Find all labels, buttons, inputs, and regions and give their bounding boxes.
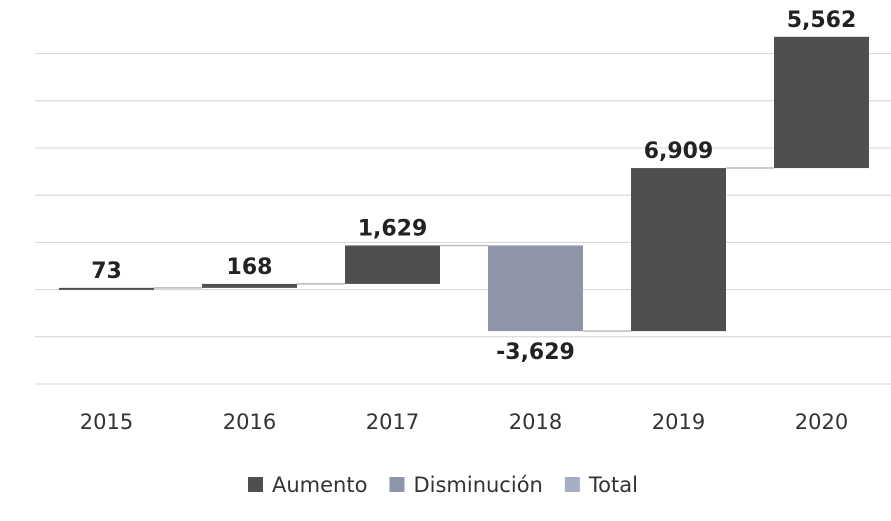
x-tick-label: 2018 [509,410,562,434]
legend-swatch [248,477,263,492]
x-tick-label: 2019 [652,410,705,434]
legend: Aumento Disminución Total [248,473,638,497]
x-tick-label: 2015 [80,410,133,434]
value-label: 5,562 [787,8,857,33]
legend-label: Disminución [413,473,542,497]
x-tick-label: 2020 [795,410,848,434]
bar [488,245,583,332]
bar [345,245,440,284]
legend-swatch [389,477,405,492]
x-tick-label: 2016 [223,410,276,434]
value-label: 6,909 [644,139,714,164]
legend-swatch [564,477,580,492]
bar [774,36,869,169]
value-label: 1,629 [358,216,428,241]
x-tick-label: 2017 [366,410,419,434]
value-label: -3,629 [496,340,575,365]
value-label: 168 [227,255,273,280]
legend-label: Total [588,473,638,497]
legend-label: Aumento [272,473,367,497]
bar [59,287,154,290]
value-label: 73 [91,259,122,284]
bar [202,283,297,288]
bar [631,168,726,332]
